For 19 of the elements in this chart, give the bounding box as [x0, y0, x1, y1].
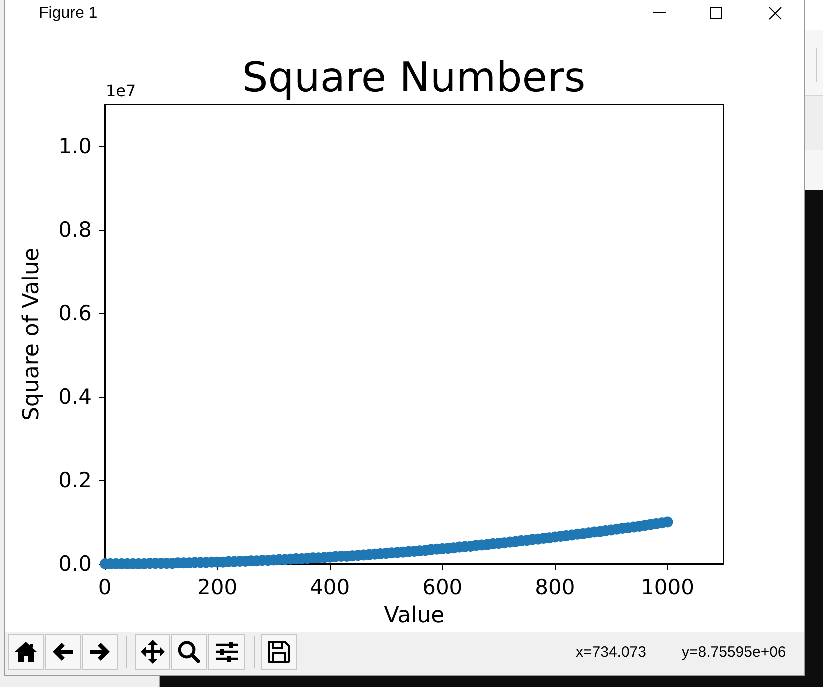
y-tick-label: 0.0: [58, 552, 92, 576]
x-tick-label: 800: [535, 576, 576, 600]
x-tick-label: 600: [422, 576, 463, 600]
text: y=8.75595e+06: [682, 644, 786, 662]
x-axis-title: Value: [384, 604, 445, 628]
text: 1e7: [106, 82, 136, 100]
x-tick-label: 400: [310, 576, 350, 600]
y-axis-title: Square of Value: [20, 248, 44, 422]
x-tick-label: 0: [98, 576, 112, 600]
y-tick-label: 1.0: [58, 134, 92, 159]
x-tick-label: 1000: [641, 576, 694, 600]
y-tick-label: 0.8: [58, 218, 92, 242]
chart-title: Square Numbers: [242, 54, 586, 102]
x-tick-label: 200: [198, 576, 238, 600]
text: x=734.073: [576, 644, 646, 662]
y-tick-label: 0.6: [58, 302, 92, 326]
y-tick-label: 0.2: [58, 468, 92, 493]
y-tick-label: 0.4: [58, 385, 92, 410]
caption: Figure 1: [39, 4, 98, 24]
